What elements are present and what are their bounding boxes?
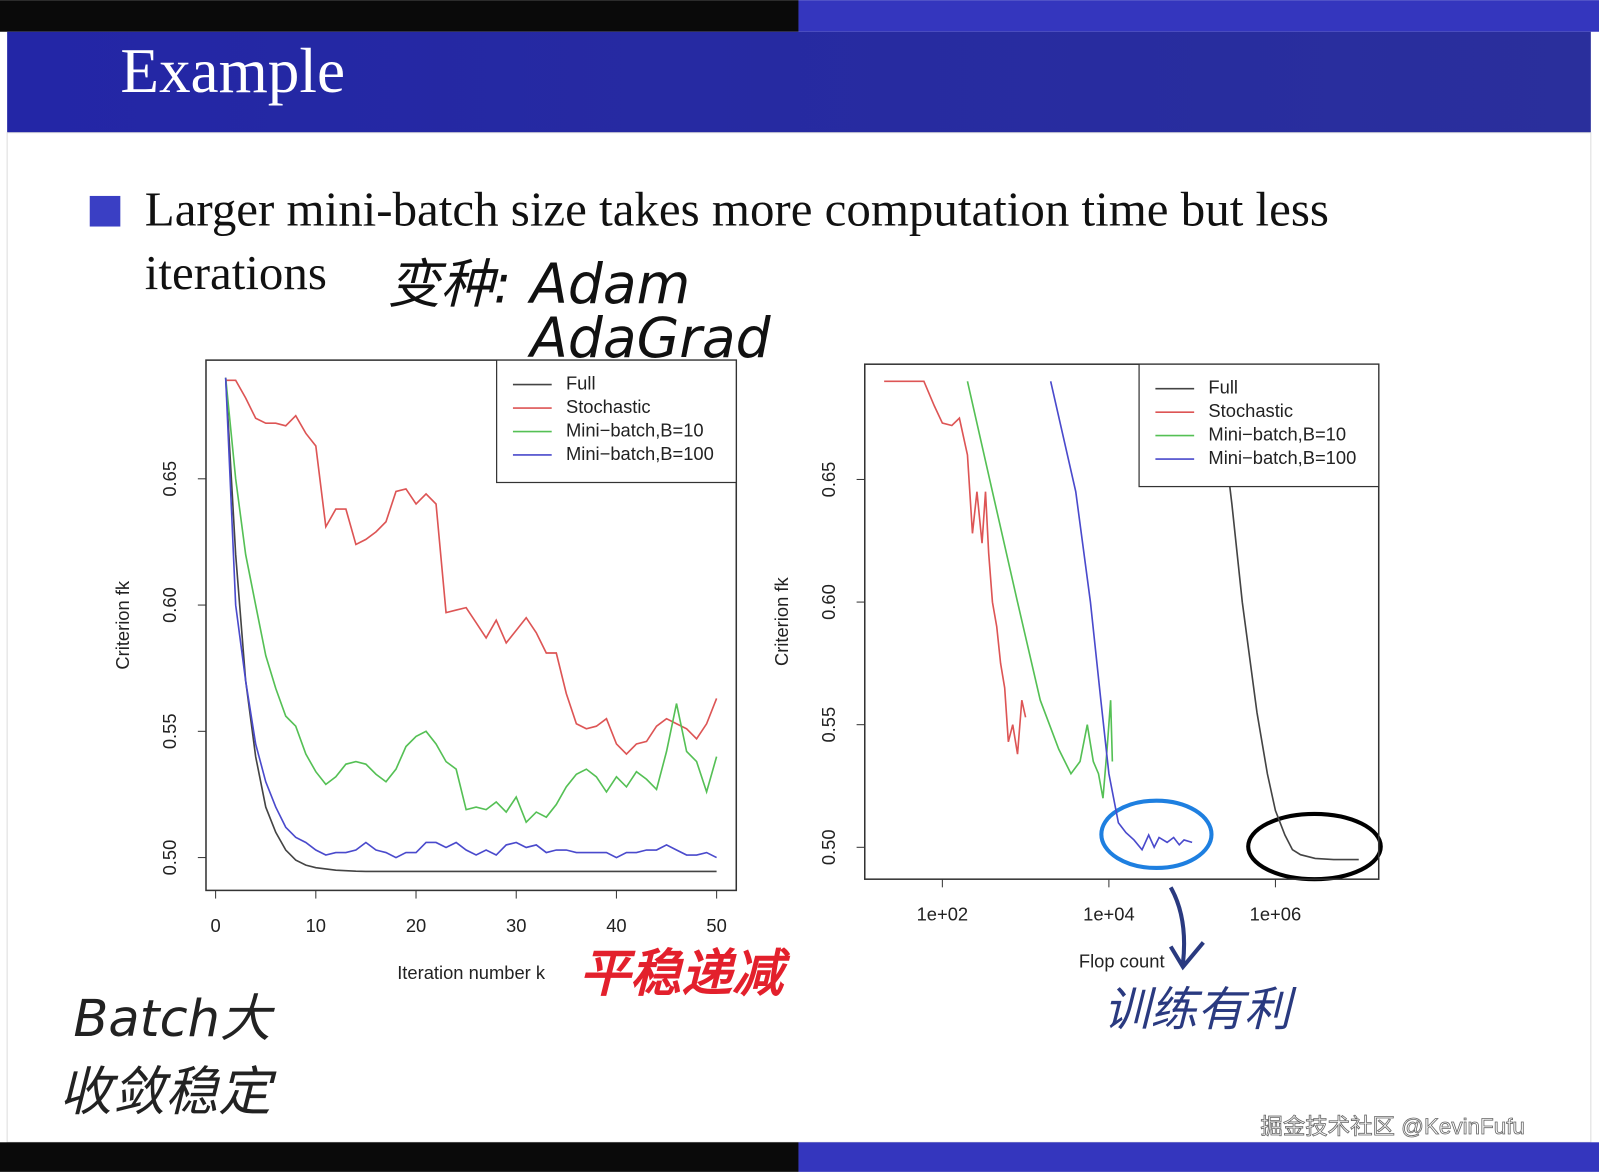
handwritten-note: 收敛稳定	[59, 1061, 277, 1123]
x-tick-label: 1e+04	[1083, 904, 1135, 925]
x-tick-label: 10	[306, 915, 326, 936]
y-tick-label: 0.55	[818, 707, 839, 743]
series-line	[224, 377, 717, 859]
y-axis-label: Criterion fk	[112, 580, 133, 670]
x-tick-label: 30	[506, 915, 526, 936]
legend-label: Mini−batch,B=100	[1208, 447, 1356, 468]
plot-frame	[864, 363, 1380, 880]
y-tick-label: 0.55	[159, 713, 180, 749]
y-tick-label: 0.60	[159, 587, 180, 623]
legend-label: Mini−batch,B=100	[566, 443, 714, 464]
bullet-text: Larger mini-batch size takes more comput…	[145, 182, 1329, 237]
bullet-marker	[89, 195, 121, 227]
y-tick-label: 0.60	[818, 584, 839, 620]
slide-title: Example	[120, 36, 345, 106]
series-line	[224, 377, 717, 873]
handwritten-note: Adam	[527, 252, 690, 316]
legend-label: Mini−batch,B=10	[566, 419, 704, 440]
handwritten-note: 训练有利	[1103, 982, 1297, 1037]
series-line	[884, 380, 1027, 755]
legend-label: Mini−batch,B=10	[1208, 423, 1346, 444]
series-line	[224, 377, 718, 824]
y-tick-label: 0.65	[818, 462, 839, 498]
bullet-text: iterations	[145, 245, 327, 300]
x-tick-label: 1e+02	[917, 904, 969, 925]
x-tick-label: 20	[406, 915, 426, 936]
x-tick-label: 50	[706, 915, 726, 936]
y-tick-label: 0.50	[818, 829, 839, 865]
x-tick-label: 1e+06	[1250, 904, 1302, 925]
y-tick-label: 0.65	[159, 461, 180, 497]
y-tick-label: 0.50	[159, 840, 180, 876]
handwritten-note: Batch大	[73, 990, 276, 1049]
bottom-bar	[798, 1142, 1599, 1172]
top-bar	[798, 0, 1599, 32]
x-tick-label: 0	[211, 915, 221, 936]
handwritten-arrow	[1168, 886, 1205, 971]
x-tick-label: 40	[606, 915, 626, 936]
header	[7, 31, 1591, 133]
legend-box	[496, 359, 737, 484]
x-axis-label: Flop count	[1079, 951, 1165, 972]
series-line	[1049, 381, 1193, 852]
handwritten-note: AdaGrad	[527, 306, 771, 370]
bottom-bar	[0, 1142, 799, 1172]
legend-label: Stochastic	[1208, 400, 1293, 421]
handwritten-note: 平稳递减	[579, 945, 791, 1004]
series-line	[1216, 381, 1359, 861]
y-axis-label: Criterion fk	[771, 577, 792, 667]
legend-label: Full	[566, 372, 596, 393]
top-bar	[0, 0, 799, 32]
legend-label: Full	[1208, 377, 1238, 398]
series-line	[225, 379, 718, 756]
slide-body	[6, 132, 1592, 1143]
legend-label: Stochastic	[566, 396, 651, 417]
x-axis-label: Iteration number k	[397, 962, 546, 983]
handwritten-note: 变种:	[388, 253, 512, 315]
legend-box	[1138, 363, 1380, 488]
plot-frame	[205, 359, 738, 892]
watermark: 掘金技术社区 @KevinFufu	[1260, 1114, 1524, 1139]
highlight-circle	[1099, 798, 1214, 871]
